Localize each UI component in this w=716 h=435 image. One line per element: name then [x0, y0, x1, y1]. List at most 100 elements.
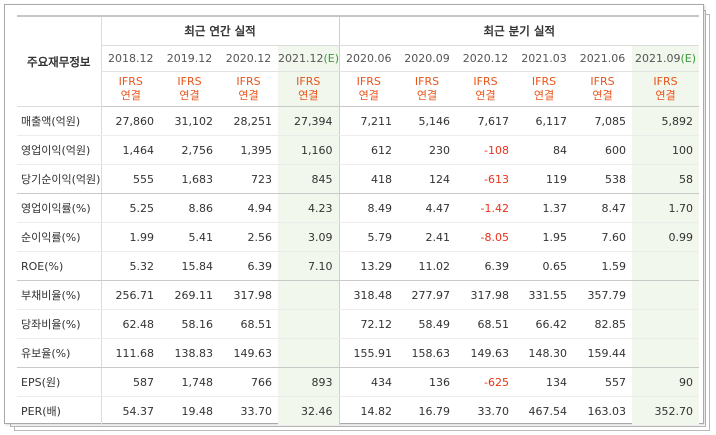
table-cell	[632, 309, 699, 339]
table-cell: 4.94	[219, 193, 278, 223]
table-cell: 68.51	[456, 309, 515, 339]
table-cell: 1,748	[160, 367, 219, 397]
table-cell: 277.97	[398, 280, 456, 310]
table-cell: 6,117	[515, 106, 573, 136]
table-cell: 54.37	[101, 396, 160, 426]
table-cell: 58.49	[398, 309, 456, 339]
table-cell: 8.86	[160, 193, 219, 223]
period-header: 2021.12(E)	[278, 45, 340, 72]
ifrs-label: IFRS	[356, 75, 381, 88]
accounting-basis-label: IFRS 연결	[398, 71, 456, 107]
table-cell: 27,860	[101, 106, 160, 136]
table-row: 당좌비율(%) 62.48 58.16 68.51 72.12 58.49 68.51 66.…	[17, 309, 699, 339]
period-label: 2021.03	[521, 52, 567, 65]
accounting-basis-label: IFRS 연결	[219, 71, 278, 107]
table-cell: 317.98	[219, 280, 278, 310]
table-cell: 600	[573, 135, 632, 165]
accounting-basis-label: IFRS 연결	[339, 71, 398, 107]
table-cell: 100	[632, 135, 699, 165]
table-row: 영업이익(억원) 1,464 2,756 1,395 1,160 612 230 -108 84…	[17, 135, 699, 165]
table-cell: -8.05	[456, 222, 515, 252]
accounting-basis-label: IFRS 연결	[632, 71, 699, 107]
table-cell: 163.03	[573, 396, 632, 426]
period-header: 2019.12	[160, 45, 219, 72]
table-cell: 7.10	[278, 251, 340, 281]
table-cell: 149.63	[219, 338, 278, 368]
table-cell: 5.25	[101, 193, 160, 223]
table-cell: 16.79	[398, 396, 456, 426]
table-cell	[632, 338, 699, 368]
row-label: PER(배)	[17, 396, 102, 426]
table-cell: 148.30	[515, 338, 573, 368]
table-cell: 555	[101, 164, 160, 194]
period-header: 2021.06	[573, 45, 632, 72]
table-row: 유보율(%) 111.68 138.83 149.63 155.91 158.63 149.…	[17, 338, 699, 368]
table-row: 매출액(억원) 27,860 31,102 28,251 27,394 7,211 5,14…	[17, 106, 699, 136]
table-cell: 352.70	[632, 396, 699, 426]
table-cell: 357.79	[573, 280, 632, 310]
table-cell: 7,617	[456, 106, 515, 136]
period-label: 2020.09	[404, 52, 450, 65]
table-cell	[632, 251, 699, 281]
period-label: 2019.12	[166, 52, 213, 65]
period-header: 2020.12	[456, 45, 515, 72]
table-cell: 5.32	[101, 251, 160, 281]
table-cell: 0.99	[632, 222, 699, 252]
table-cell: 138.83	[160, 338, 219, 368]
table-cell: 33.70	[456, 396, 515, 426]
row-label: 영업이익(억원)	[17, 135, 102, 165]
table-row: EPS(원) 587 1,748 766 893 434 136 -625 134 557 90	[17, 367, 699, 397]
row-label: 당기순이익(억원)	[17, 164, 102, 194]
table-cell: 19.48	[160, 396, 219, 426]
annual-group-header: 최근 연간 실적	[101, 15, 340, 46]
row-header-label: 주요재무정보	[17, 15, 102, 107]
table-cell: -1.42	[456, 193, 515, 223]
table-cell: 82.85	[573, 309, 632, 339]
ifrs-label: IFRS	[236, 75, 261, 88]
accounting-basis-label: IFRS 연결	[515, 71, 573, 107]
table-cell: -108	[456, 135, 515, 165]
table-cell	[278, 338, 340, 368]
consolidated-label: 연결	[298, 89, 319, 102]
table-cell: 5.79	[339, 222, 398, 252]
table-cell: 269.11	[160, 280, 219, 310]
table-cell: 230	[398, 135, 456, 165]
table-cell: 1.95	[515, 222, 573, 252]
table-cell: 6.39	[456, 251, 515, 281]
table-cell: 136	[398, 367, 456, 397]
table-cell: 7,085	[573, 106, 632, 136]
table-cell: 317.98	[456, 280, 515, 310]
accounting-basis-label: IFRS 연결	[573, 71, 632, 107]
consolidated-label: 연결	[655, 89, 676, 102]
quarterly-group-header: 최근 분기 실적	[339, 15, 699, 46]
table-row: 영업이익률(%) 5.25 8.86 4.94 4.23 8.49 4.47 -1.42 1.3…	[17, 193, 699, 223]
table-cell: 587	[101, 367, 160, 397]
table-cell: 14.82	[339, 396, 398, 426]
table-cell: 331.55	[515, 280, 573, 310]
table-cell: 1,395	[219, 135, 278, 165]
estimate-marker: (E)	[680, 52, 697, 65]
table-cell: 1.37	[515, 193, 573, 223]
table-cell: 58.16	[160, 309, 219, 339]
table-cell	[278, 280, 340, 310]
table-cell: 318.48	[339, 280, 398, 310]
table-cell: 1.70	[632, 193, 699, 223]
period-label: 2021.12	[278, 52, 324, 65]
consolidated-label: 연결	[179, 89, 200, 102]
financial-data-body: 매출액(억원) 27,860 31,102 28,251 27,394 7,211 5,14…	[17, 106, 699, 426]
table-cell: 557	[573, 367, 632, 397]
table-cell: 1,464	[101, 135, 160, 165]
table-cell: 66.42	[515, 309, 573, 339]
period-header: 2021.03	[515, 45, 573, 72]
ifrs-label: IFRS	[118, 75, 143, 88]
table-cell: 3.09	[278, 222, 340, 252]
table-cell: 28,251	[219, 106, 278, 136]
table-cell: 62.48	[101, 309, 160, 339]
period-header: 2018.12	[101, 45, 160, 72]
table-cell: 90	[632, 367, 699, 397]
table-cell: 6.39	[219, 251, 278, 281]
table-cell: 58	[632, 164, 699, 194]
table-cell: 434	[339, 367, 398, 397]
table-cell: 1.59	[573, 251, 632, 281]
table-cell: 4.47	[398, 193, 456, 223]
